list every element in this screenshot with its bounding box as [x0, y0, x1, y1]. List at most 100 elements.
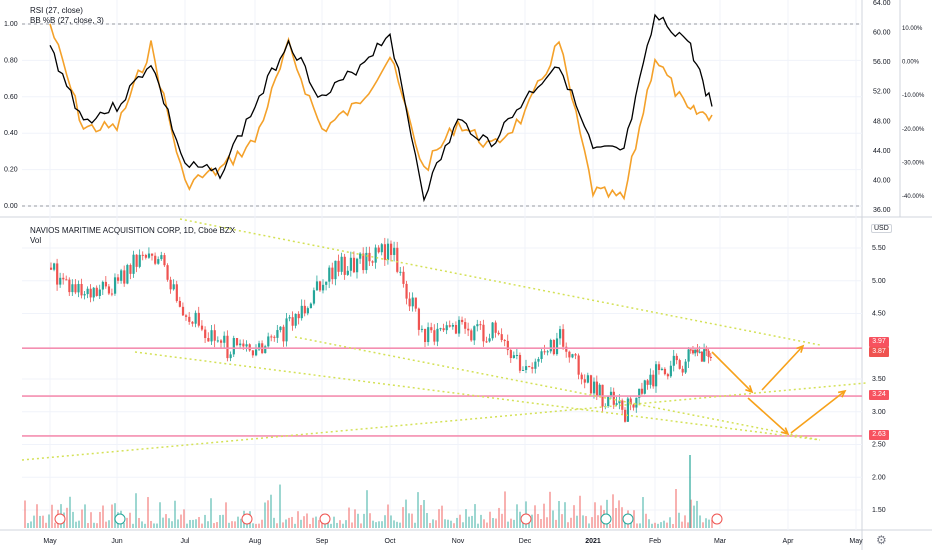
- candle-body: [675, 355, 678, 361]
- candle-body: [117, 277, 120, 281]
- volume-bar: [288, 517, 290, 528]
- volume-bar: [372, 520, 374, 528]
- volume-bar: [672, 523, 674, 528]
- candle-body: [624, 409, 627, 422]
- volume-bar: [423, 500, 425, 528]
- volume-bar: [507, 521, 509, 528]
- candle-body: [549, 339, 552, 352]
- volume-bar: [375, 522, 377, 528]
- volume-bar: [429, 523, 431, 528]
- candle-body: [568, 351, 571, 358]
- volume-bar: [123, 522, 125, 528]
- volume-bar: [231, 521, 233, 528]
- candle-body: [632, 404, 635, 408]
- volume-bar: [276, 523, 278, 528]
- rsi-axis-tick: 60.00: [873, 30, 891, 37]
- rsi-axis-tick: 44.00: [873, 148, 891, 155]
- candle-body: [282, 326, 285, 342]
- candle-body: [672, 355, 675, 366]
- candle-body: [660, 368, 664, 371]
- event-marker: [520, 513, 532, 525]
- event-marker: [54, 513, 66, 525]
- rsi-line: [49, 13, 713, 203]
- volume-bar: [126, 517, 128, 528]
- volume-bar: [540, 518, 542, 528]
- volume-bar: [228, 522, 230, 528]
- candle-body: [322, 284, 325, 291]
- volume-bar: [642, 497, 644, 528]
- candle-body: [181, 306, 185, 316]
- volume-bar: [345, 520, 347, 528]
- rsi-legend: RSI (27, close) BB %B (27, close, 3): [30, 6, 104, 26]
- candle-body: [56, 263, 59, 285]
- volume-bar: [618, 500, 620, 528]
- trend-line: [294, 336, 821, 441]
- volume-bar: [552, 510, 554, 528]
- bb-percent-line: [49, 23, 713, 201]
- candle-body: [191, 321, 194, 324]
- volume-bar: [75, 521, 77, 528]
- volume-bar: [108, 520, 110, 528]
- volume-bar: [42, 515, 44, 528]
- volume-bar: [315, 516, 317, 528]
- volume-bar: [222, 514, 224, 528]
- percent-axis-tick: -20.00%: [902, 127, 925, 133]
- candle-body: [300, 305, 303, 319]
- time-axis-label: Nov: [452, 538, 465, 545]
- volume-bar: [180, 514, 182, 528]
- projection-arrow: [761, 345, 804, 391]
- volume-bar: [711, 519, 713, 528]
- candle-body: [62, 277, 65, 280]
- volume-bar: [174, 500, 176, 528]
- candle-body: [482, 324, 485, 342]
- candle-body: [473, 326, 476, 341]
- candle-body: [500, 334, 503, 341]
- candle-body: [621, 400, 624, 410]
- candle-body: [464, 322, 467, 329]
- candle-body: [315, 281, 319, 291]
- volume-bar: [78, 520, 80, 528]
- volume-bar: [45, 522, 47, 528]
- candle-body: [643, 380, 646, 394]
- candle-body: [405, 283, 408, 299]
- candle-body: [185, 315, 188, 317]
- gear-icon[interactable]: ⚙: [876, 533, 887, 547]
- candle-body: [129, 264, 132, 274]
- candle-body: [593, 381, 596, 394]
- price-axis-tick: 3.50: [872, 376, 886, 383]
- rsi-axis-tick: 40.00: [873, 177, 891, 184]
- candle-body: [649, 374, 652, 385]
- volume-label: Vol: [30, 236, 42, 245]
- candle-body: [138, 254, 141, 267]
- volume-bar: [147, 497, 149, 528]
- volume-bar: [675, 489, 677, 528]
- volume-bar: [615, 508, 617, 528]
- volume-bar: [72, 511, 74, 528]
- volume-bar: [432, 519, 434, 528]
- candle-body: [506, 340, 509, 351]
- candle-body: [235, 337, 239, 346]
- price-axis-tick: 3.00: [872, 409, 886, 416]
- candle-body: [113, 277, 117, 294]
- volume-bar: [660, 522, 662, 528]
- candle-body: [86, 288, 89, 295]
- volume-bar: [168, 518, 170, 528]
- candle-body: [629, 398, 632, 405]
- candle-body: [188, 316, 191, 322]
- candle-body: [652, 374, 655, 387]
- rsi-axis-tick: 56.00: [873, 59, 891, 66]
- volume-bar: [54, 522, 56, 528]
- time-axis-label: May: [43, 538, 57, 545]
- volume-bar: [282, 522, 284, 528]
- volume-bar: [336, 522, 338, 528]
- projection-arrow: [790, 390, 846, 434]
- candle-body: [325, 281, 328, 285]
- candle-body: [200, 325, 204, 330]
- volume-bar: [258, 523, 260, 528]
- candle-body: [448, 325, 451, 327]
- currency-button[interactable]: USD: [871, 224, 892, 233]
- candle-body: [291, 317, 294, 326]
- volume-bar: [186, 523, 188, 528]
- candle-body: [223, 335, 226, 343]
